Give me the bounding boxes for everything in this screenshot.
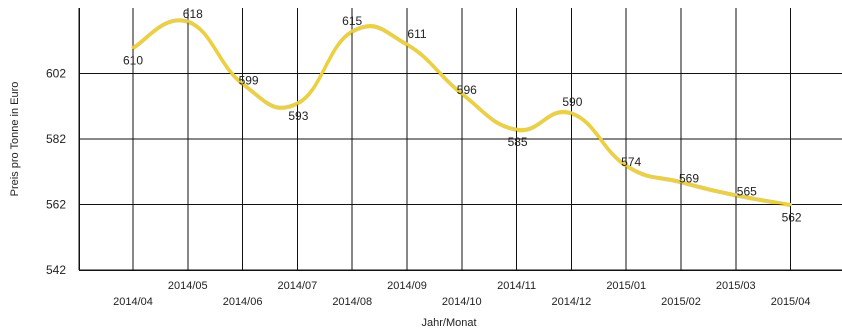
data-value-label: 610 xyxy=(123,53,143,67)
data-value-label: 615 xyxy=(342,14,362,28)
x-axis-title: Jahr/Monat xyxy=(421,317,476,329)
x-tick-label: 2014/12 xyxy=(552,296,592,308)
x-tick-label: 2015/04 xyxy=(771,296,811,308)
x-tick-labels: 2014/04 2014/05 2014/06 2014/07 2014/08 2014/… xyxy=(113,280,810,308)
series-line xyxy=(131,18,793,206)
y-axis-title: Preis pro Tonne in Euro xyxy=(9,82,21,197)
data-value-label: 574 xyxy=(621,155,641,169)
data-value-label: 565 xyxy=(737,185,757,199)
x-tick-label: 2014/09 xyxy=(387,280,427,292)
x-tick-label: 2014/08 xyxy=(332,296,372,308)
x-tick-label: 2014/04 xyxy=(113,296,153,308)
data-value-label: 585 xyxy=(508,135,528,149)
data-labels: 610 618 599 593 615 611 596 585 590 574 569 565 562 xyxy=(123,7,802,224)
x-tick-label: 2015/03 xyxy=(716,280,756,292)
y-tick-label: 582 xyxy=(46,132,66,146)
data-value-label: 596 xyxy=(457,83,477,97)
data-value-label: 618 xyxy=(183,7,203,21)
x-tick-label: 2015/01 xyxy=(606,280,646,292)
grid-layer xyxy=(79,8,842,271)
data-value-label: 590 xyxy=(562,95,582,109)
y-tick-label: 562 xyxy=(46,198,66,212)
x-tick-label: 2014/07 xyxy=(278,280,318,292)
data-value-label: 593 xyxy=(288,109,308,123)
y-tick-labels: 542 562 582 602 xyxy=(46,67,66,278)
data-value-label: 611 xyxy=(407,27,426,41)
data-value-label: 569 xyxy=(679,172,699,186)
x-tick-label: 2014/10 xyxy=(442,296,482,308)
x-tick-label: 2014/06 xyxy=(223,296,263,308)
x-tick-label: 2014/11 xyxy=(497,280,536,292)
x-tick-label: 2015/02 xyxy=(661,296,701,308)
axis-layer xyxy=(78,8,842,271)
y-tick-label: 602 xyxy=(46,67,66,81)
data-value-label: 562 xyxy=(782,211,802,225)
data-value-label: 599 xyxy=(239,73,259,87)
y-tick-label: 542 xyxy=(46,263,66,277)
x-tick-label: 2014/05 xyxy=(168,280,208,292)
